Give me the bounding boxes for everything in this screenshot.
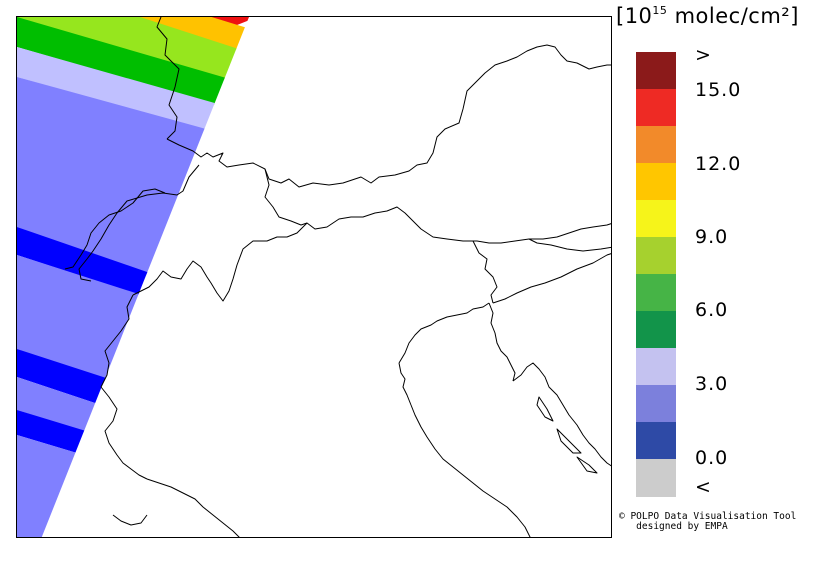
coast-istria [488,302,516,382]
legend-bottom-symbol: < [695,476,712,498]
coast-adriatic-italy [410,404,531,537]
swath-band-3 [17,17,249,89]
border-jura [64,188,166,270]
satellite-swath [17,17,249,537]
colorbar-swatch [636,200,676,238]
swath-band-4 [17,17,249,117]
colorbar-swatch [636,385,676,423]
coast-croatian-islands [536,396,598,474]
border-swiss-italy-south [132,222,308,302]
colorbar [636,52,676,497]
credit-line-2: designed by EMPA [619,521,728,532]
colorbar-swatch [636,348,676,386]
country-borders [64,17,611,480]
legend-unit-base: [10 [616,4,653,28]
swath-band-12 [17,435,249,537]
border-northern-alps [166,44,611,188]
border-austria-italy-slovenia [472,240,498,304]
border-slovenia-croatia [492,253,611,304]
legend-tick-15: 15.0 [695,79,742,101]
coastlines [112,302,611,537]
swath-band-5 [17,47,249,145]
colorbar-swatch [636,459,676,497]
legend-tick-6: 6.0 [695,299,729,321]
colorbar-swatch [636,237,676,275]
legend-tick-0: 0.0 [695,447,729,469]
coast-ligurian [146,478,240,537]
colorbar-swatch [636,422,676,460]
border-western-swiss [78,164,200,282]
coast-venice-lagoon [398,302,490,364]
swath-band-2 [17,17,249,57]
colorbar-swatch [636,52,676,90]
legend-title: [1015 molec/cm²] [616,4,806,28]
colorbar-swatch [636,274,676,312]
coast-croatia [512,362,611,467]
colorbar-swatch [636,163,676,201]
colorbar-swatch [636,89,676,127]
border-austria-slovenia [528,238,611,252]
legend-tick-3: 3.0 [695,373,729,395]
credit-text: © POLPO Data Visualisation Tool designed… [619,512,796,532]
coast-po-delta [398,362,412,406]
colorbar-swatch [636,311,676,349]
coast-gulf-of-genoa [112,514,148,526]
legend-unit-exponent: 15 [652,4,668,17]
border-france-italy [100,294,148,480]
legend-unit-label: molec/cm²] [667,4,799,28]
border-france-germany [156,17,180,140]
map-canvas[interactable] [17,17,612,538]
credit-line-1: © POLPO Data Visualisation Tool [619,511,797,522]
colorbar-swatch [636,126,676,164]
border-swiss-italy [264,168,611,244]
legend-tick-9: 9.0 [695,226,729,248]
map-panel[interactable] [16,16,612,538]
legend-tick-12: 12.0 [695,153,742,175]
legend-top-symbol: > [695,44,712,66]
